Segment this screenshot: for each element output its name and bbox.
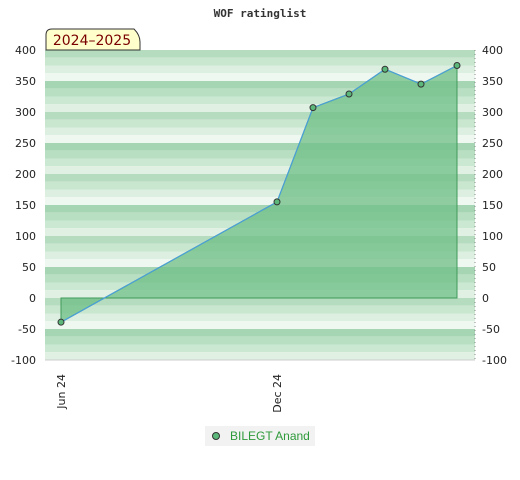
data-point[interactable] [345,90,353,98]
season-badge: 2024–2025 [45,28,141,51]
y-axis-left: 400 350 300 250 200 150 100 50 0 -50 -100 [11,44,36,367]
chart-title: WOF ratinglist [214,7,307,20]
y-tick-label-left: 300 [15,106,36,119]
y-tick-label-right: 50 [482,261,496,274]
grid-band [45,205,475,213]
y-axis-right: 400 350 300 250 200 150 100 50 0 -50 -100 [482,44,507,367]
data-point[interactable] [381,65,389,73]
grid-band [45,127,475,136]
grid-band [45,352,475,360]
data-point[interactable] [57,318,65,326]
legend-marker [212,432,220,440]
x-tick-label: Jun 24 [55,374,68,410]
y-tick-label-left: 150 [15,199,36,212]
grid-band [45,321,475,329]
grid-band [45,329,475,337]
legend[interactable]: BILEGT Anand [205,426,315,446]
y-tick-label-right: -100 [482,354,507,367]
y-tick-label-right: 100 [482,230,503,243]
grid-band [45,189,475,198]
grid-band [45,81,475,89]
y-tick-label-left: 250 [15,137,36,150]
grid-band [45,119,475,128]
grid-band [45,174,475,182]
grid-band [45,65,475,74]
grid-band [45,344,475,353]
data-point[interactable] [417,80,425,88]
y-tick-label-right: 250 [482,137,503,150]
grid-band [45,181,475,190]
y-tick-label-right: 150 [482,199,503,212]
grid-band [45,104,475,112]
y-tick-label-right: 300 [482,106,503,119]
data-points [57,62,461,326]
y-tick-label-left: 50 [22,261,36,274]
y-tick-label-right: 350 [482,75,503,88]
grid-band [45,150,475,159]
data-point[interactable] [273,198,281,206]
y-tick-label-left: -100 [11,354,36,367]
grid-band [45,73,475,81]
grid-band [45,305,475,314]
data-point[interactable] [453,62,461,69]
y-tick-label-right: 200 [482,168,503,181]
y-tick-label-left: 350 [15,75,36,88]
legend-series-label: BILEGT Anand [230,429,310,443]
grid-band [45,135,475,143]
grid-band [45,50,475,58]
y-tick-label-left: 100 [15,230,36,243]
grid-band [45,143,475,151]
y-tick-label-right: -50 [482,323,500,336]
grid-band [45,57,475,66]
grid-band [45,166,475,174]
y-tick-label-right: 400 [482,44,503,57]
grid-band [45,298,475,306]
y-tick-label-left: 0 [29,292,36,305]
grid-band [45,313,475,322]
data-point[interactable] [309,104,317,112]
y-tick-label-left: 200 [15,168,36,181]
x-axis: Jun 24 Dec 24 [55,374,284,413]
grid-band [45,96,475,105]
y-tick-label-left: -50 [18,323,36,336]
grid-band [45,112,475,120]
grid-band [45,158,475,167]
grid-band [45,88,475,97]
y-tick-label-left: 400 [15,44,36,57]
grid-band [45,197,475,205]
y-tick-label-right: 0 [482,292,489,305]
axes [45,50,476,361]
x-tick-label: Dec 24 [271,374,284,413]
grid-band [45,336,475,345]
season-label: 2024–2025 [53,33,131,49]
